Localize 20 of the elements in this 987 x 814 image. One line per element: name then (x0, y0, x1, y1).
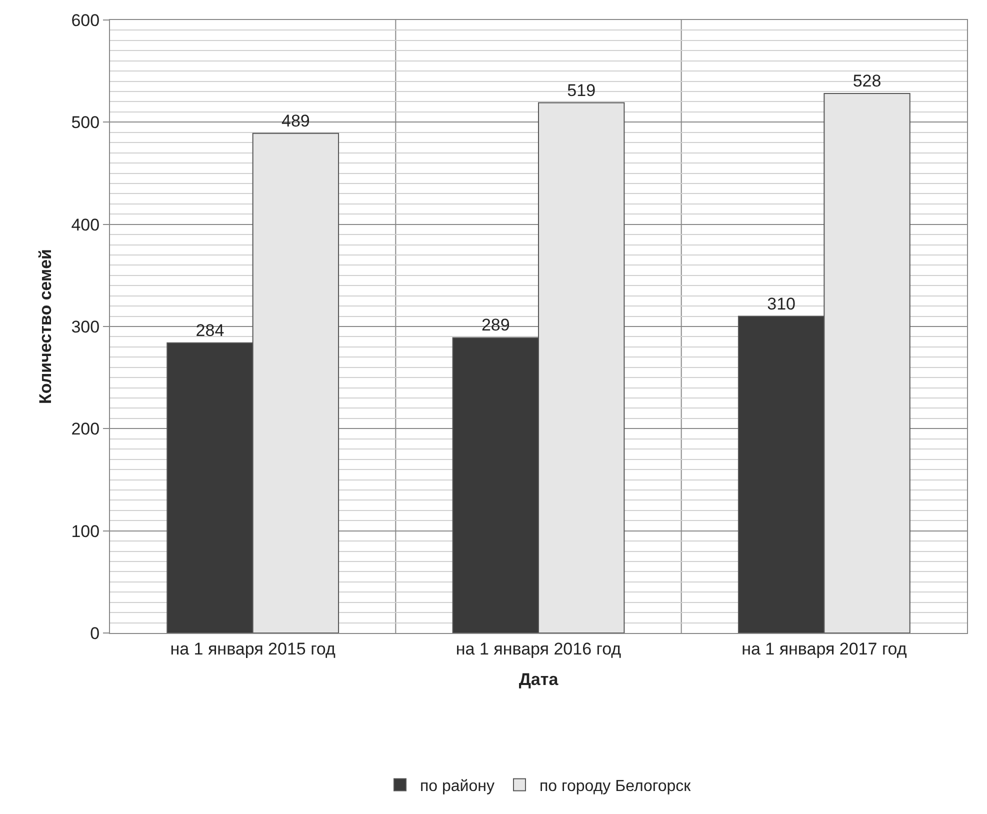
x-tick-label: на 1 января 2016 год (456, 639, 622, 658)
legend-label: по городу Белогорск (539, 778, 692, 795)
x-tick-label: на 1 января 2015 год (170, 639, 336, 658)
data-label: 489 (281, 111, 310, 130)
y-tick-label: 600 (71, 10, 100, 30)
data-label: 289 (481, 316, 510, 335)
legend-label: по району (420, 778, 494, 795)
y-tick-label: 300 (71, 317, 100, 336)
x-axis-title: Дата (518, 670, 559, 689)
y-tick-label: 0 (90, 624, 100, 643)
y-tick-label: 100 (71, 522, 100, 541)
y-tick-label: 200 (71, 420, 100, 439)
data-label: 519 (567, 80, 596, 100)
y-axis-title: Количество семей (36, 249, 55, 404)
y-tick-label: 400 (71, 215, 100, 234)
x-tick-label: на 1 января 2017 год (742, 639, 907, 658)
data-label: 528 (852, 72, 882, 91)
data-label: 284 (196, 320, 224, 340)
y-tick-label: 500 (71, 113, 100, 132)
data-label: 310 (767, 294, 796, 314)
